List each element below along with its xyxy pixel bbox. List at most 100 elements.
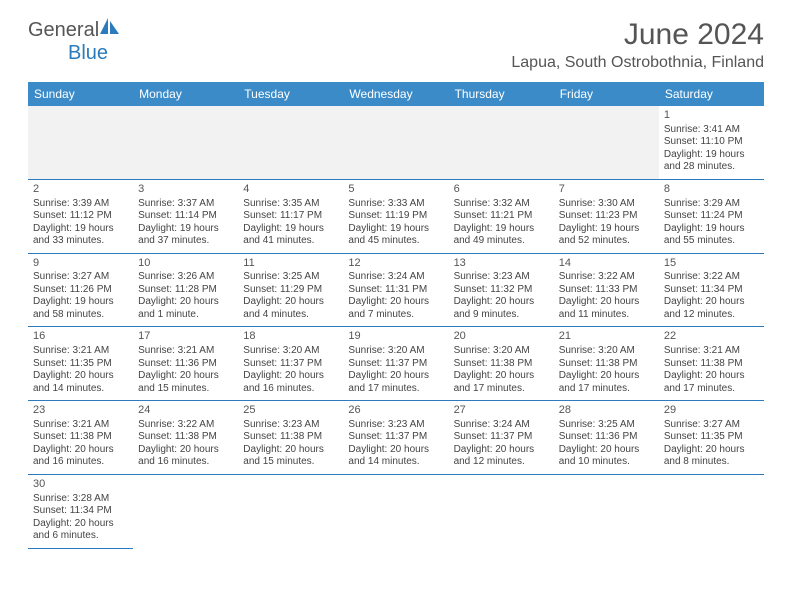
calendar-cell <box>28 106 133 179</box>
sunset-text: Sunset: 11:34 PM <box>33 505 128 518</box>
day-header: Monday <box>133 82 238 106</box>
day-number: 20 <box>454 330 549 344</box>
calendar-cell <box>133 106 238 179</box>
calendar-cell: 11Sunrise: 3:25 AMSunset: 11:29 PMDaylig… <box>238 253 343 327</box>
sunrise-text: Sunrise: 3:22 AM <box>559 271 654 284</box>
sunrise-text: Sunrise: 3:20 AM <box>243 345 338 358</box>
sunrise-text: Sunrise: 3:28 AM <box>33 493 128 506</box>
sail-icon <box>99 18 121 42</box>
calendar-cell: 3Sunrise: 3:37 AMSunset: 11:14 PMDayligh… <box>133 179 238 253</box>
sunset-text: Sunset: 11:38 PM <box>454 358 549 371</box>
calendar-cell: 23Sunrise: 3:21 AMSunset: 11:38 PMDaylig… <box>28 401 133 475</box>
day-number: 9 <box>33 257 128 271</box>
sunset-text: Sunset: 11:17 PM <box>243 210 338 223</box>
sunset-text: Sunset: 11:26 PM <box>33 284 128 297</box>
daylight-text: Daylight: 20 hours and 14 minutes. <box>33 370 128 395</box>
day-header: Thursday <box>449 82 554 106</box>
daylight-text: Daylight: 20 hours and 8 minutes. <box>664 444 759 469</box>
calendar-cell <box>238 106 343 179</box>
sunrise-text: Sunrise: 3:21 AM <box>33 345 128 358</box>
day-header: Tuesday <box>238 82 343 106</box>
day-number: 15 <box>664 257 759 271</box>
day-number: 10 <box>138 257 233 271</box>
calendar-cell: 28Sunrise: 3:25 AMSunset: 11:36 PMDaylig… <box>554 401 659 475</box>
calendar-cell: 14Sunrise: 3:22 AMSunset: 11:33 PMDaylig… <box>554 253 659 327</box>
sunrise-text: Sunrise: 3:20 AM <box>454 345 549 358</box>
calendar-cell: 24Sunrise: 3:22 AMSunset: 11:38 PMDaylig… <box>133 401 238 475</box>
calendar-cell <box>343 106 448 179</box>
calendar-cell: 19Sunrise: 3:20 AMSunset: 11:37 PMDaylig… <box>343 327 448 401</box>
calendar-cell <box>659 474 764 548</box>
calendar-cell: 20Sunrise: 3:20 AMSunset: 11:38 PMDaylig… <box>449 327 554 401</box>
day-number: 30 <box>33 478 128 492</box>
day-number: 12 <box>348 257 443 271</box>
day-number: 26 <box>348 404 443 418</box>
daylight-text: Daylight: 20 hours and 15 minutes. <box>138 370 233 395</box>
daylight-text: Daylight: 20 hours and 9 minutes. <box>454 296 549 321</box>
day-number: 5 <box>348 183 443 197</box>
sunrise-text: Sunrise: 3:21 AM <box>138 345 233 358</box>
sunrise-text: Sunrise: 3:30 AM <box>559 198 654 211</box>
daylight-text: Daylight: 19 hours and 52 minutes. <box>559 223 654 248</box>
sunset-text: Sunset: 11:21 PM <box>454 210 549 223</box>
calendar-cell <box>449 106 554 179</box>
calendar-cell: 16Sunrise: 3:21 AMSunset: 11:35 PMDaylig… <box>28 327 133 401</box>
day-number: 6 <box>454 183 549 197</box>
calendar-cell: 10Sunrise: 3:26 AMSunset: 11:28 PMDaylig… <box>133 253 238 327</box>
day-header: Wednesday <box>343 82 448 106</box>
sunset-text: Sunset: 11:37 PM <box>348 358 443 371</box>
sunset-text: Sunset: 11:34 PM <box>664 284 759 297</box>
calendar-cell: 22Sunrise: 3:21 AMSunset: 11:38 PMDaylig… <box>659 327 764 401</box>
daylight-text: Daylight: 20 hours and 17 minutes. <box>559 370 654 395</box>
sunrise-text: Sunrise: 3:23 AM <box>243 419 338 432</box>
day-number: 13 <box>454 257 549 271</box>
sunrise-text: Sunrise: 3:24 AM <box>348 271 443 284</box>
sunset-text: Sunset: 11:31 PM <box>348 284 443 297</box>
calendar-cell: 15Sunrise: 3:22 AMSunset: 11:34 PMDaylig… <box>659 253 764 327</box>
sunset-text: Sunset: 11:37 PM <box>454 431 549 444</box>
daylight-text: Daylight: 19 hours and 41 minutes. <box>243 223 338 248</box>
calendar-week: 16Sunrise: 3:21 AMSunset: 11:35 PMDaylig… <box>28 327 764 401</box>
sunrise-text: Sunrise: 3:35 AM <box>243 198 338 211</box>
daylight-text: Daylight: 20 hours and 17 minutes. <box>348 370 443 395</box>
daylight-text: Daylight: 20 hours and 12 minutes. <box>454 444 549 469</box>
calendar-cell: 6Sunrise: 3:32 AMSunset: 11:21 PMDayligh… <box>449 179 554 253</box>
calendar-cell: 29Sunrise: 3:27 AMSunset: 11:35 PMDaylig… <box>659 401 764 475</box>
calendar-cell: 5Sunrise: 3:33 AMSunset: 11:19 PMDayligh… <box>343 179 448 253</box>
brand-name: GeneralBlue <box>28 18 121 65</box>
daylight-text: Daylight: 20 hours and 4 minutes. <box>243 296 338 321</box>
sunset-text: Sunset: 11:10 PM <box>664 136 759 149</box>
sunrise-text: Sunrise: 3:39 AM <box>33 198 128 211</box>
calendar-cell <box>449 474 554 548</box>
daylight-text: Daylight: 20 hours and 16 minutes. <box>33 444 128 469</box>
sunset-text: Sunset: 11:29 PM <box>243 284 338 297</box>
daylight-text: Daylight: 20 hours and 10 minutes. <box>559 444 654 469</box>
sunset-text: Sunset: 11:38 PM <box>33 431 128 444</box>
calendar-cell: 8Sunrise: 3:29 AMSunset: 11:24 PMDayligh… <box>659 179 764 253</box>
sunset-text: Sunset: 11:23 PM <box>559 210 654 223</box>
calendar-week: 9Sunrise: 3:27 AMSunset: 11:26 PMDayligh… <box>28 253 764 327</box>
sunrise-text: Sunrise: 3:26 AM <box>138 271 233 284</box>
day-number: 22 <box>664 330 759 344</box>
calendar-cell: 7Sunrise: 3:30 AMSunset: 11:23 PMDayligh… <box>554 179 659 253</box>
calendar-cell: 13Sunrise: 3:23 AMSunset: 11:32 PMDaylig… <box>449 253 554 327</box>
sunrise-text: Sunrise: 3:32 AM <box>454 198 549 211</box>
day-header: Friday <box>554 82 659 106</box>
sunset-text: Sunset: 11:36 PM <box>138 358 233 371</box>
day-number: 4 <box>243 183 338 197</box>
day-number: 21 <box>559 330 654 344</box>
sunrise-text: Sunrise: 3:22 AM <box>664 271 759 284</box>
sunrise-text: Sunrise: 3:20 AM <box>348 345 443 358</box>
daylight-text: Daylight: 20 hours and 16 minutes. <box>138 444 233 469</box>
sunrise-text: Sunrise: 3:41 AM <box>664 124 759 137</box>
calendar-table: Sunday Monday Tuesday Wednesday Thursday… <box>28 82 764 549</box>
sunrise-text: Sunrise: 3:37 AM <box>138 198 233 211</box>
daylight-text: Daylight: 20 hours and 11 minutes. <box>559 296 654 321</box>
day-number: 25 <box>243 404 338 418</box>
daylight-text: Daylight: 20 hours and 1 minute. <box>138 296 233 321</box>
brand-logo: GeneralBlue <box>28 18 121 65</box>
sunset-text: Sunset: 11:32 PM <box>454 284 549 297</box>
day-number: 17 <box>138 330 233 344</box>
day-header: Saturday <box>659 82 764 106</box>
daylight-text: Daylight: 19 hours and 28 minutes. <box>664 149 759 174</box>
